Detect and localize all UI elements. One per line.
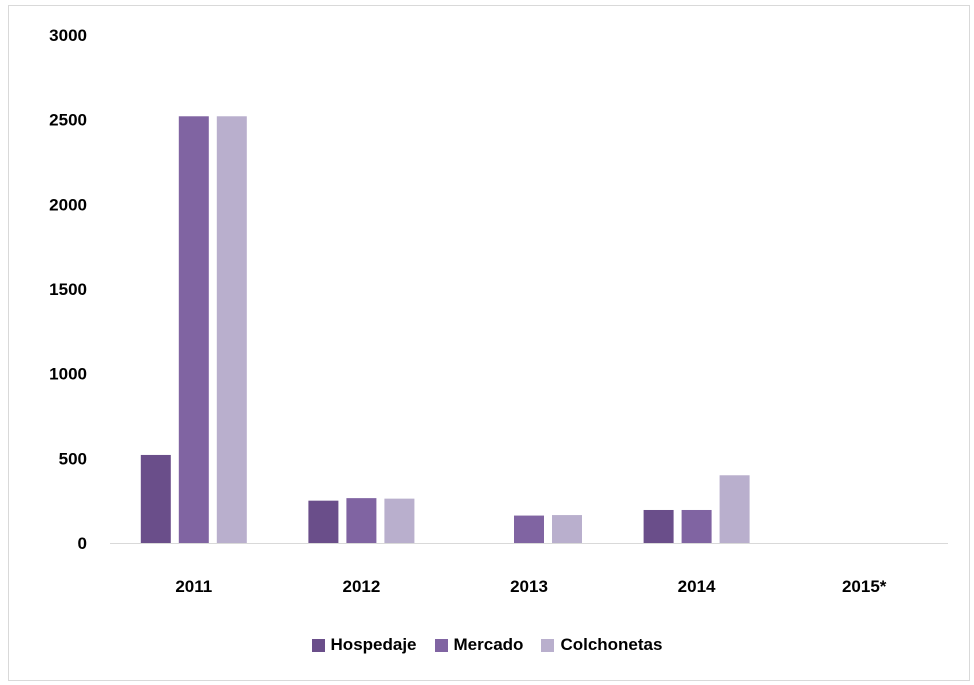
y-tick-label: 3000 [49,26,87,45]
legend-label: Mercado [453,635,524,654]
x-tick-label: 2011 [175,577,212,596]
y-tick-label: 0 [78,534,87,553]
legend-item-mercado: Mercado [434,635,524,655]
y-tick-label: 500 [59,449,87,468]
x-tick-label: 2012 [342,577,380,596]
y-tick-label: 1500 [49,280,87,299]
chart-frame [8,5,970,681]
bar-colchonetas-2014 [719,475,750,543]
x-tick-label: 2013 [510,577,548,596]
legend-label: Hospedaje [330,635,417,654]
legend: Hospedaje Mercado Colchonetas [0,635,974,655]
bars-group [140,116,750,543]
bar-hospedaje-2014 [643,509,674,543]
bar-colchonetas-2011 [216,116,247,543]
bar-hospedaje-2012 [308,500,339,543]
x-tick-label: 2014 [678,577,716,596]
legend-swatch [541,638,555,652]
y-tick-label: 1000 [49,365,87,384]
legend-swatch [434,638,448,652]
legend-label: Colchonetas [560,635,663,654]
x-tick-label: 2015* [842,577,887,596]
bar-mercado-2012 [346,498,377,543]
legend-item-colchonetas: Colchonetas [541,635,662,655]
bar-mercado-2013 [514,515,544,543]
y-tick-label: 2500 [49,111,87,130]
bar-mercado-2011 [178,116,209,543]
legend-item-hospedaje: Hospedaje [311,635,417,655]
legend-swatch [311,638,325,652]
bar-colchonetas-2012 [384,498,415,543]
bar-colchonetas-2013 [552,515,582,543]
bar-hospedaje-2011 [140,454,171,543]
bar-mercado-2014 [681,509,712,543]
x-axis-tick-labels: 2011 2012 2013 2014 2015* [175,577,886,596]
y-tick-label: 2000 [49,195,87,214]
y-axis-tick-labels: 0 500 1000 1500 2000 2500 3000 [49,26,87,553]
